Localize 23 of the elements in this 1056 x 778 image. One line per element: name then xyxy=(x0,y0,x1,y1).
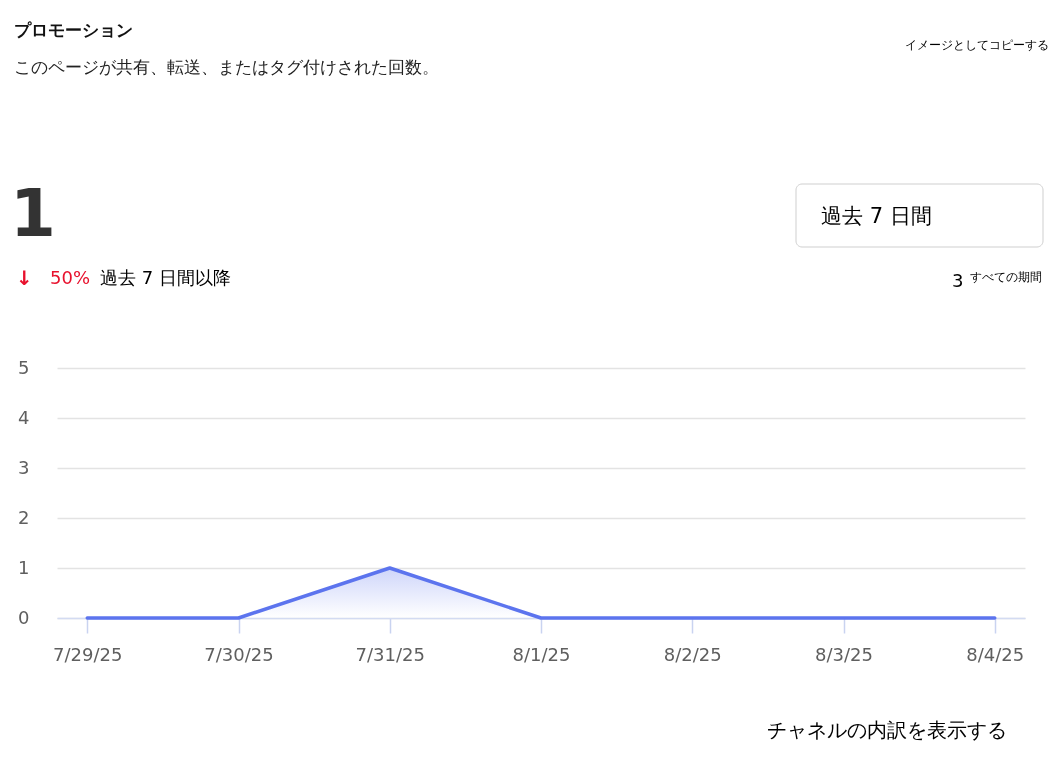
x-tick-label: 7/30/25 xyxy=(204,643,274,665)
y-tick-label: 3 xyxy=(18,456,30,478)
x-tick-label: 7/29/25 xyxy=(53,643,123,665)
text: 50% xyxy=(50,267,91,288)
text: イメージとしてコピーする xyxy=(905,38,1049,52)
text: 過去 7 日間以降 xyxy=(100,267,231,288)
text: 3 xyxy=(952,270,964,291)
x-tick-label: 8/4/25 xyxy=(966,643,1025,665)
y-tick-label: 2 xyxy=(18,506,30,528)
text: チャネルの内訳を表示する xyxy=(767,718,1007,742)
text: すべての期間 xyxy=(970,270,1042,284)
x-tick-label: 8/3/25 xyxy=(815,643,873,665)
x-tick-label: 8/2/25 xyxy=(663,643,722,665)
text: ↓ xyxy=(16,266,33,290)
chart-subtitle: このページが共有、転送、またはタグ付けされた回数。 xyxy=(14,57,439,77)
x-tick-label: 7/31/25 xyxy=(355,643,425,665)
y-tick-label: 1 xyxy=(18,556,30,578)
y-tick-label: 4 xyxy=(18,406,30,428)
y-tick-label: 5 xyxy=(18,356,30,378)
chart-title: プロモーション xyxy=(14,20,133,40)
text: 過去 7 日間 xyxy=(821,204,932,228)
x-tick-label: 8/1/25 xyxy=(512,643,571,665)
y-tick-label: 0 xyxy=(18,606,30,628)
